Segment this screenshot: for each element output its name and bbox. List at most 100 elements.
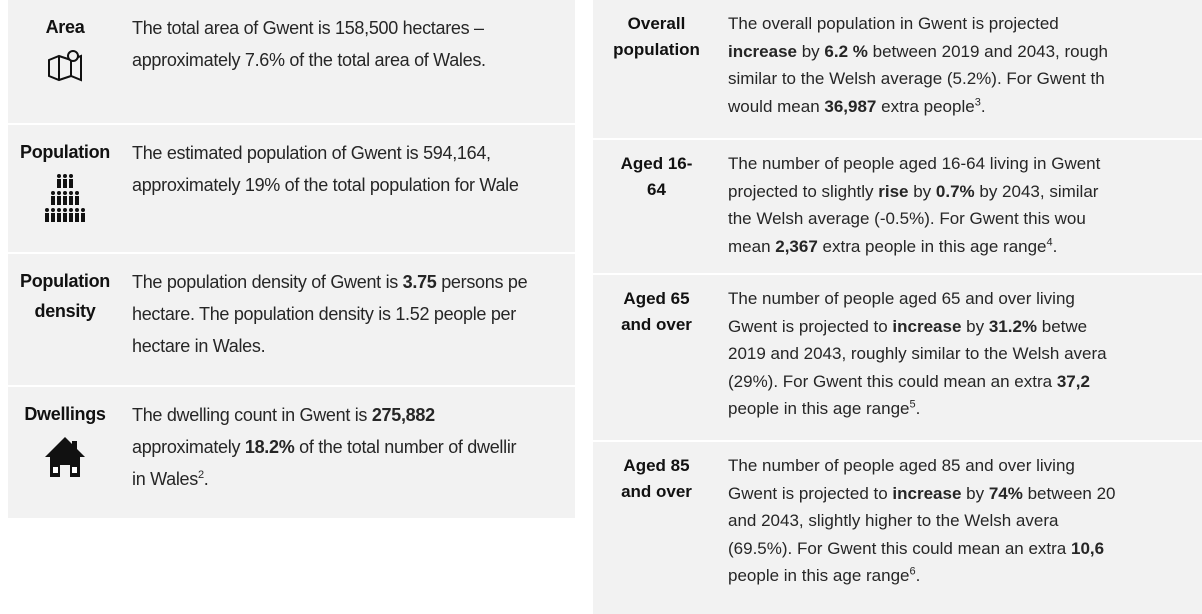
- row-text: The population density of Gwent is 3.75 …: [132, 254, 575, 385]
- text: would mean: [728, 96, 825, 116]
- footnote-ref: 4: [1046, 235, 1053, 248]
- text: .: [203, 469, 209, 489]
- label-line: Aged 65: [623, 289, 690, 308]
- icon: [48, 50, 82, 82]
- text: The population density of Gwent is: [132, 272, 403, 292]
- text-line: increase by 6.2 % between 2019 and 2043,…: [728, 38, 1202, 66]
- footnote-ref: 2: [197, 469, 204, 481]
- text: The number of people aged 65 and over li…: [728, 289, 1075, 308]
- row-label: Population density: [8, 254, 122, 385]
- label-line: density: [34, 301, 96, 321]
- row-label: Dwellings: [8, 387, 122, 518]
- text: extra people in this age range: [817, 236, 1047, 256]
- text: approximately: [132, 437, 245, 457]
- text-line: hectare in Wales.: [132, 330, 575, 362]
- text: by: [961, 316, 989, 336]
- table-row: Area The total area of Gwent is 158,500 h…: [8, 0, 575, 123]
- bold-text: rise: [878, 181, 909, 201]
- text: The dwelling count in Gwent is: [132, 405, 372, 425]
- icon: [45, 174, 85, 222]
- text: similar to the Welsh average (5.2%). For…: [728, 69, 1105, 88]
- text: Gwent is projected to: [728, 316, 893, 336]
- label-line: Population: [20, 142, 110, 162]
- label-line: Dwellings: [24, 404, 106, 424]
- table-row: Population density The population density …: [8, 254, 575, 385]
- text-line: 2019 and 2043, roughly similar to the We…: [728, 340, 1202, 368]
- row-label: Area: [8, 0, 122, 123]
- row-label: Overall population: [593, 0, 720, 138]
- text: by 2043, similar: [974, 181, 1099, 201]
- text: hectare. The population density is 1.52 …: [132, 304, 516, 324]
- text-line: (69.5%). For Gwent this could mean an ex…: [728, 535, 1202, 563]
- text: in Wales: [132, 469, 198, 489]
- text-line: The number of people aged 85 and over li…: [728, 452, 1202, 480]
- table-row: Dwellings The dwelling count in Gwent is …: [8, 387, 575, 518]
- label-line: and over: [621, 315, 692, 334]
- bold-text: 6.2 %: [824, 41, 868, 61]
- row-text: The total area of Gwent is 158,500 hecta…: [132, 0, 575, 123]
- text: .: [915, 399, 921, 418]
- text: The number of people aged 16-64 living i…: [728, 154, 1101, 173]
- footnote-ref: 6: [909, 565, 916, 578]
- text: between 2019 and 2043, rough: [867, 41, 1108, 61]
- table-row: Aged 85 and over The number of people aged…: [593, 442, 1202, 614]
- text: by: [797, 41, 825, 61]
- text: the Welsh average (-0.5%). For Gwent thi…: [728, 209, 1086, 228]
- text-line: approximately 7.6% of the total area of …: [132, 44, 575, 76]
- text-line: and 2043, slightly higher to the Welsh a…: [728, 507, 1202, 535]
- table-row: Population The estimated population of Gw…: [8, 125, 575, 252]
- bold-text: 10,6: [1071, 538, 1105, 558]
- text-line: mean 2,367 extra people in this age rang…: [728, 233, 1202, 261]
- text-line: Gwent is projected to increase by 31.2% …: [728, 313, 1202, 341]
- bold-text: increase: [892, 483, 962, 503]
- text-line: approximately 19% of the total populatio…: [132, 169, 575, 201]
- table-row: Overall population The overall population …: [593, 0, 1202, 138]
- text-line: The population density of Gwent is 3.75 …: [132, 266, 575, 298]
- text: 2019 and 2043, roughly similar to the We…: [728, 344, 1107, 363]
- left-table: Area The total area of Gwent is 158,500 h…: [8, 0, 575, 518]
- text: Gwent is projected to: [728, 483, 893, 503]
- label-line: population: [613, 40, 700, 59]
- label-line: and over: [621, 482, 692, 501]
- text: The overall population in Gwent is proje…: [728, 14, 1059, 33]
- text: of the total number of dwellir: [294, 437, 517, 457]
- row-text: The estimated population of Gwent is 594…: [132, 125, 575, 252]
- text: by: [961, 483, 989, 503]
- text: (29%). For Gwent this could mean an extr…: [728, 371, 1057, 391]
- text-line: The number of people aged 65 and over li…: [728, 285, 1202, 313]
- text: mean: [728, 236, 776, 256]
- text: The total area of Gwent is 158,500 hecta…: [132, 18, 484, 38]
- row-text: The dwelling count in Gwent is 275,882 ap…: [132, 387, 575, 518]
- bold-text: 36,987: [824, 96, 877, 116]
- text: .: [915, 566, 921, 585]
- bold-text: increase: [892, 316, 962, 336]
- row-label: Aged 85 and over: [593, 442, 720, 614]
- text: hectare in Wales.: [132, 336, 266, 356]
- text-line: The overall population in Gwent is proje…: [728, 10, 1202, 38]
- label-line: 64: [647, 180, 666, 199]
- text: betwe: [1037, 316, 1088, 336]
- icon: [45, 437, 85, 477]
- text: .: [1052, 236, 1058, 256]
- text: by: [908, 181, 936, 201]
- bold-text: 18.2%: [244, 437, 295, 457]
- row-text: The overall population in Gwent is proje…: [728, 0, 1202, 138]
- table-row: Aged 65 and over The number of people aged…: [593, 275, 1202, 440]
- text-line: in Wales2.: [132, 463, 575, 495]
- bold-text: 31.2%: [988, 316, 1038, 336]
- row-text: The number of people aged 16-64 living i…: [728, 140, 1202, 273]
- text: The estimated population of Gwent is 594…: [132, 143, 491, 163]
- row-label: Population: [8, 125, 122, 252]
- text-line: approximately 18.2% of the total number …: [132, 431, 575, 463]
- text: approximately 7.6% of the total area of …: [132, 50, 486, 70]
- text: persons pe: [436, 272, 528, 292]
- text-line: projected to slightly rise by 0.7% by 20…: [728, 178, 1202, 206]
- text-line: The dwelling count in Gwent is 275,882: [132, 399, 575, 431]
- text-line: people in this age range5.: [728, 395, 1202, 423]
- table-row: Aged 16- 64 The number of people aged 16-6…: [593, 140, 1202, 273]
- text: extra people: [876, 96, 975, 116]
- text: The number of people aged 85 and over li…: [728, 456, 1075, 475]
- text-line: would mean 36,987 extra people3.: [728, 93, 1202, 121]
- bold-text: 0.7%: [935, 181, 975, 201]
- text: people in this age range: [728, 566, 910, 585]
